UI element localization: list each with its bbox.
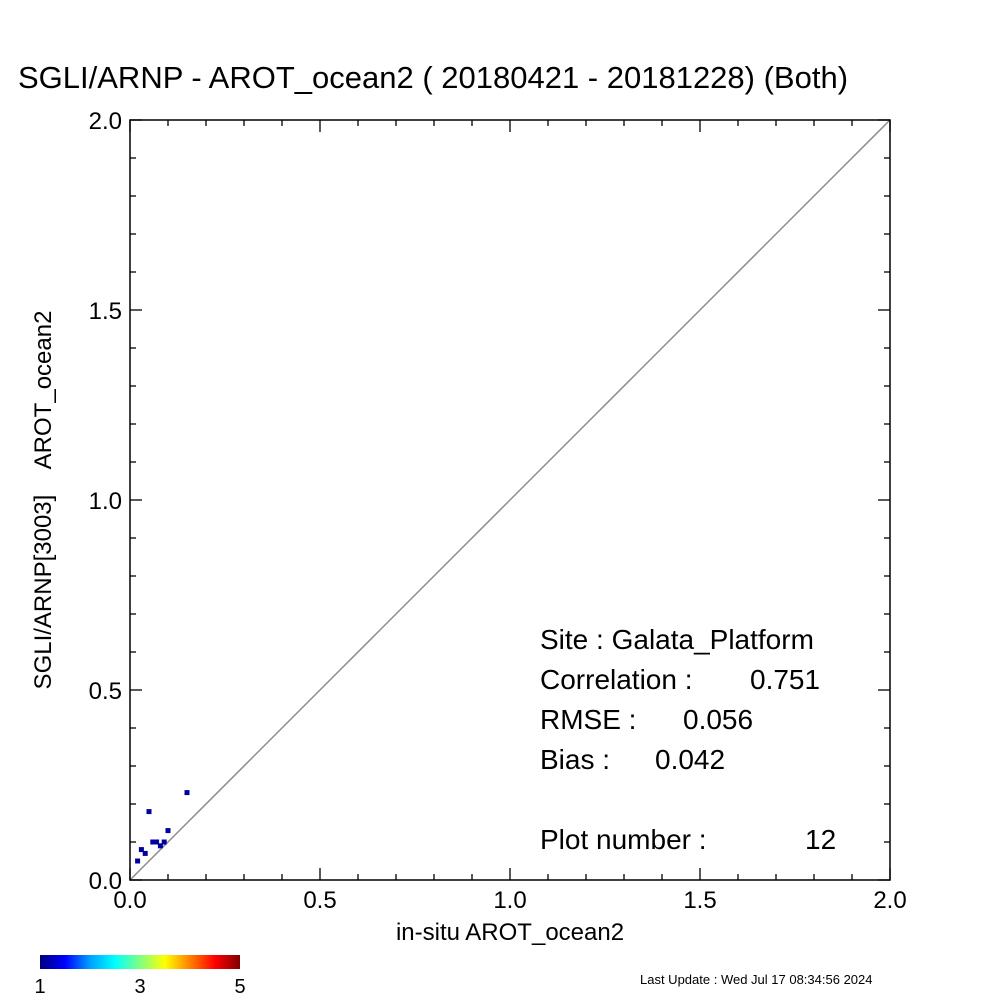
colorbar-tick-label: 3 xyxy=(134,976,145,998)
y-tick-label: 0.5 xyxy=(89,678,122,705)
stats-panel: Site : Galata_Platform Correlation : 0.7… xyxy=(540,624,836,855)
colorbar-tick-label: 5 xyxy=(234,976,245,998)
stats-rmse-value: 0.056 xyxy=(683,704,753,735)
x-axis-label: in-situ AROT_ocean2 xyxy=(396,919,624,946)
data-point xyxy=(138,847,144,853)
data-point xyxy=(157,843,163,849)
stats-plot-number-value: 12 xyxy=(805,824,836,855)
data-point xyxy=(142,850,148,856)
stats-rmse-label: RMSE : xyxy=(540,704,636,735)
x-tick-label: 2.0 xyxy=(873,887,906,914)
y-tick-label: 0.0 xyxy=(89,868,122,895)
x-tick-label: 0.0 xyxy=(113,887,146,914)
stats-site: Site : Galata_Platform xyxy=(540,624,814,655)
y-axis-label: SGLI/ARNP[3003] AROT_ocean2 xyxy=(30,311,57,690)
data-point xyxy=(154,839,160,845)
data-point xyxy=(161,839,167,845)
stats-plot-number-label: Plot number : xyxy=(540,824,707,855)
y-tick-label: 2.0 xyxy=(89,108,122,135)
stats-correlation-label: Correlation : xyxy=(540,664,693,695)
y-tick-label: 1.0 xyxy=(89,488,122,515)
data-point xyxy=(146,809,152,815)
stats-bias-label: Bias : xyxy=(540,744,610,775)
y-tick-label: 1.5 xyxy=(89,298,122,325)
data-points xyxy=(135,790,190,864)
data-point xyxy=(150,839,156,845)
data-point xyxy=(135,858,141,864)
colorbar-tick-label: 1 xyxy=(34,976,45,998)
axis-ticks xyxy=(129,119,891,881)
x-tick-labels: 0.0 0.5 1.0 1.5 2.0 xyxy=(113,887,906,914)
colorbar-labels: 1 3 5 xyxy=(34,976,245,998)
stats-correlation-value: 0.751 xyxy=(750,664,820,695)
plot-area xyxy=(129,119,891,881)
data-point xyxy=(165,828,171,834)
data-point xyxy=(184,790,190,796)
x-tick-label: 0.5 xyxy=(303,887,336,914)
x-tick-label: 1.5 xyxy=(683,887,716,914)
stats-bias-value: 0.042 xyxy=(655,744,725,775)
colorbar xyxy=(40,955,240,969)
y-tick-labels: 0.0 0.5 1.0 1.5 2.0 xyxy=(89,108,122,895)
one-to-one-line xyxy=(129,119,891,881)
x-tick-label: 1.0 xyxy=(493,887,526,914)
last-update: Last Update : Wed Jul 17 08:34:56 2024 xyxy=(640,972,872,987)
chart-title: SGLI/ARNP - AROT_ocean2 ( 20180421 - 201… xyxy=(18,60,848,95)
